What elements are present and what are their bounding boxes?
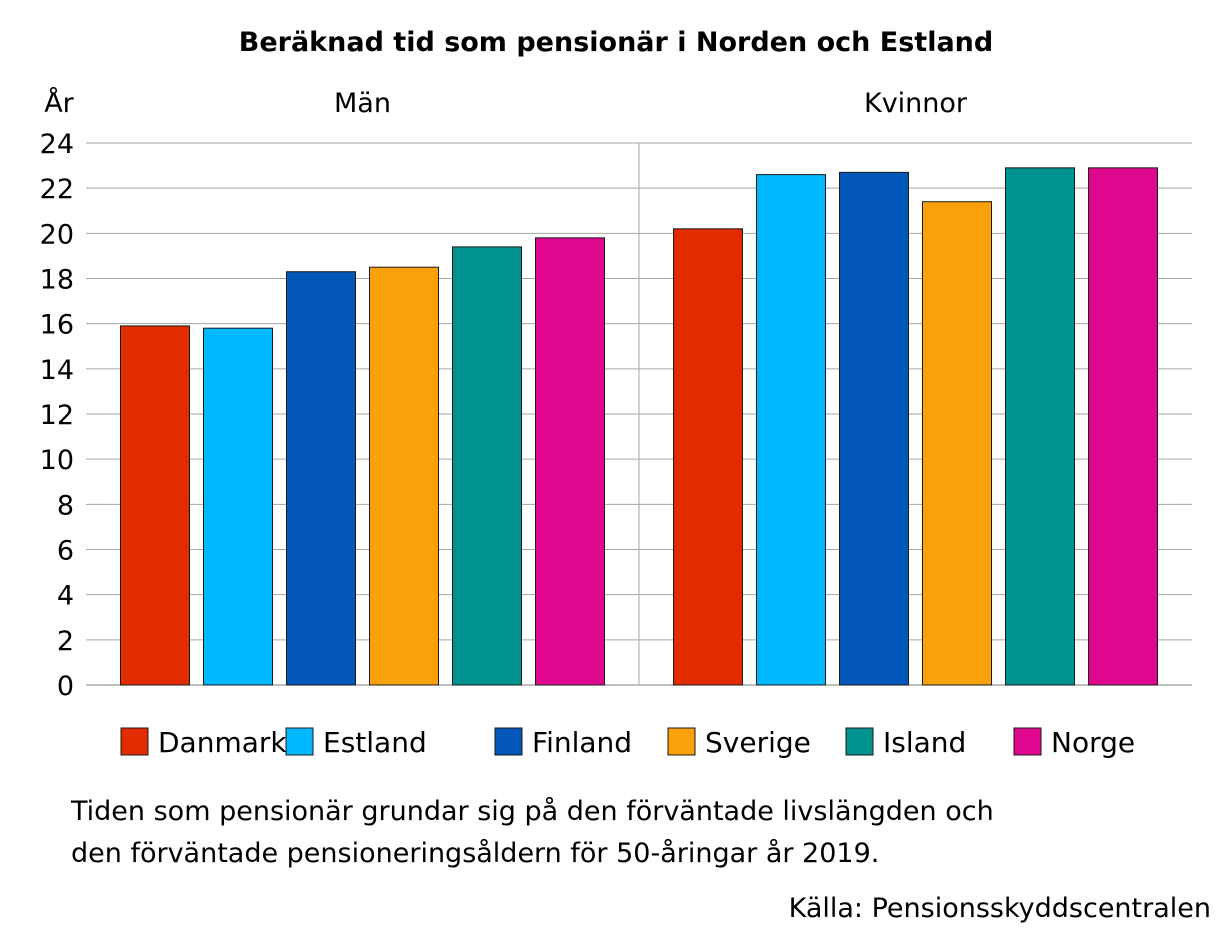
y-tick-label: 22 <box>40 174 74 205</box>
y-tick-label: 10 <box>40 445 74 476</box>
bar-finland-1 <box>839 171 909 686</box>
chart-title: Beräknad tid som pensionär i Norden och … <box>239 27 993 58</box>
y-tick-label: 6 <box>57 536 74 567</box>
y-tick-label: 4 <box>57 581 74 612</box>
footnote-line-1: Tiden som pensionär grundar sig på den f… <box>70 796 994 827</box>
y-axis-label: År <box>44 87 74 119</box>
legend-swatch <box>494 727 523 756</box>
y-tick-label: 8 <box>57 490 74 521</box>
legend: Danmark Estland Finland Sverige Island Norge <box>120 726 1135 759</box>
bar-danmark-0 <box>120 325 190 686</box>
category-label: Kvinnor <box>864 88 968 119</box>
category-label: Män <box>334 88 391 119</box>
legend-label: Estland <box>323 726 427 759</box>
legend-swatch <box>285 727 314 756</box>
legend-swatch <box>1013 727 1042 756</box>
legend-label: Finland <box>532 726 632 759</box>
source-note: Källa: Pensionsskyddscentralen <box>789 893 1211 924</box>
y-tick-label: 12 <box>40 400 74 431</box>
y-tick-label: 16 <box>40 310 74 341</box>
bar-finland-0 <box>286 271 356 686</box>
legend-swatch <box>120 727 149 756</box>
bar-estland-1 <box>756 174 826 686</box>
y-tick-label: 0 <box>57 671 74 702</box>
legend-label: Danmark <box>158 726 287 759</box>
legend-swatch <box>845 727 874 756</box>
bars <box>120 167 1158 686</box>
bar-norge-0 <box>535 237 605 686</box>
legend-swatch <box>667 727 696 756</box>
bar-island-0 <box>452 246 522 686</box>
y-tick-label: 18 <box>40 265 74 296</box>
y-tick-label: 24 <box>40 129 74 160</box>
legend-label: Island <box>883 726 966 759</box>
legend-label: Norge <box>1051 726 1135 759</box>
bar-norge-1 <box>1088 167 1158 686</box>
bar-estland-0 <box>203 327 273 686</box>
group-labels: Män Kvinnor <box>334 88 968 119</box>
y-tick-label: 2 <box>57 626 74 657</box>
y-tick-label: 14 <box>40 355 74 386</box>
footnote-line-2: den förväntade pensioneringsåldern för 5… <box>71 838 879 869</box>
bar-sverige-0 <box>369 266 439 686</box>
bar-sverige-1 <box>922 201 992 686</box>
bar-danmark-1 <box>673 228 743 686</box>
bar-island-1 <box>1005 167 1075 686</box>
y-tick-label: 20 <box>40 219 74 250</box>
legend-label: Sverige <box>705 726 811 759</box>
